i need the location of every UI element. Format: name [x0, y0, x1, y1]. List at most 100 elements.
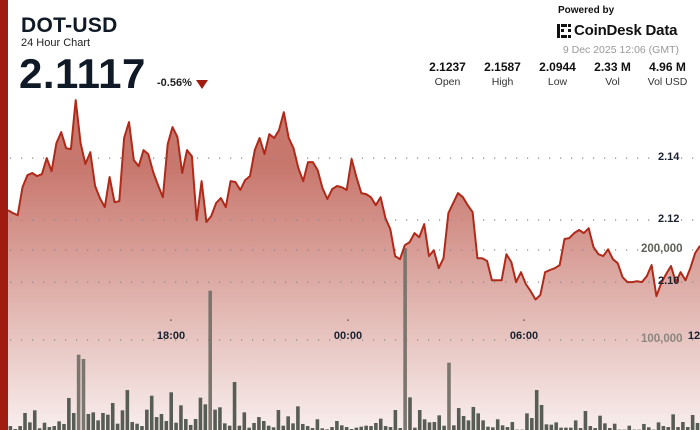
volume-bar — [184, 419, 188, 430]
stat-label: Vol USD — [647, 76, 688, 88]
stat-label: Low — [547, 76, 568, 88]
stat-open: 2.1237 Open — [420, 60, 475, 88]
down-arrow-icon — [196, 80, 208, 89]
volume-tick-label: 100,000 — [641, 333, 683, 345]
stat-value: 2.1237 — [429, 60, 466, 74]
stat-vol: 2.33 M Vol — [585, 60, 640, 88]
volume-bar — [208, 290, 212, 430]
volume-bar — [452, 425, 456, 430]
volume-bar — [320, 428, 325, 430]
volume-bar — [62, 423, 66, 430]
stat-label: High — [491, 76, 514, 88]
volume-bar — [456, 408, 461, 430]
coindesk-logo: CoinDesk Data — [557, 22, 677, 39]
volume-bar — [106, 414, 110, 430]
volume-bar — [130, 421, 135, 430]
volume-bar — [588, 426, 593, 430]
volume-bar — [525, 413, 529, 430]
stat-label: Vol — [605, 76, 620, 88]
volume-bar — [300, 423, 305, 430]
volume-bar — [481, 420, 485, 430]
volume-bar — [608, 428, 612, 430]
volume-bar — [447, 362, 451, 430]
volume-bar — [174, 422, 178, 430]
volume-bar — [81, 358, 86, 430]
stat-value: 2.0944 — [539, 60, 576, 74]
volume-bar — [666, 427, 671, 430]
volume-bar — [661, 426, 666, 430]
volume-bar — [164, 421, 169, 430]
volume-bar — [393, 410, 398, 430]
volume-bar — [442, 425, 446, 430]
volume-bar — [500, 425, 505, 430]
volume-bar — [422, 419, 427, 430]
stat-low: 2.0944 Low — [530, 60, 585, 88]
volume-bar — [135, 423, 139, 430]
stats-row: 2.1237 Open 2.1587 High 2.0944 Low 2.33 M Vo… — [420, 60, 695, 88]
volume-bar — [627, 425, 632, 430]
volume-bar — [486, 426, 490, 430]
volume-bar — [344, 427, 349, 430]
volume-bar — [110, 403, 115, 430]
volume-bar — [544, 424, 549, 430]
volume-bar — [296, 406, 300, 430]
volume-bar — [96, 420, 100, 430]
price-line — [7, 99, 700, 301]
volume-bar — [364, 425, 368, 430]
volume-bar — [534, 390, 539, 430]
volume-bar — [57, 421, 61, 430]
volume-bar — [569, 427, 573, 430]
volume-bar — [257, 417, 261, 430]
volume-bar — [18, 426, 22, 430]
volume-bar — [695, 422, 700, 430]
price-tick-label: 2.12 — [658, 213, 680, 225]
volume-bar — [23, 412, 27, 430]
volume-bar — [32, 410, 37, 430]
volume-bar — [252, 422, 256, 430]
volume-bar — [378, 418, 383, 430]
volume-bar — [179, 405, 183, 430]
volume-bar — [681, 421, 685, 430]
coindesk-logo-icon — [557, 23, 571, 38]
time-tick-mark — [523, 319, 525, 321]
volume-bar — [603, 423, 607, 430]
volume-bar — [42, 422, 47, 430]
price-tick-label: 2.10 — [658, 275, 680, 287]
volume-bar — [583, 411, 588, 430]
volume-bar — [76, 354, 81, 430]
volume-bar — [223, 423, 227, 430]
volume-bar — [598, 415, 602, 430]
volume-bar — [169, 392, 173, 430]
volume-bar — [159, 413, 164, 430]
volume-bar — [505, 427, 510, 430]
volume-bar — [374, 422, 378, 430]
volume-bar — [335, 421, 339, 430]
price-change: -0.56% — [157, 77, 192, 89]
volume-bar — [37, 428, 42, 430]
volume-bar — [154, 417, 159, 430]
volume-bar — [193, 419, 198, 430]
volume-bar — [676, 427, 680, 430]
volume-bar — [471, 406, 476, 430]
accent-bar — [0, 0, 8, 430]
volume-bar — [198, 397, 203, 430]
volume-bar — [383, 426, 388, 430]
powered-by-label: Powered by — [558, 5, 615, 16]
price-area — [8, 100, 700, 430]
volume-bar — [612, 423, 617, 430]
stat-label: Open — [434, 76, 461, 88]
volume-bar — [403, 248, 407, 430]
volume-bar — [271, 427, 276, 430]
volume-bar — [237, 425, 242, 430]
volume-bar — [305, 426, 310, 430]
volume-bar — [369, 426, 373, 430]
volume-bar — [646, 427, 651, 430]
volume-bar — [203, 404, 208, 430]
volume-bar — [491, 427, 495, 430]
volume-bar — [354, 427, 359, 430]
volume-bar — [510, 421, 515, 430]
volume-bar — [398, 428, 403, 430]
volume-bar — [115, 423, 120, 430]
volume-bar — [573, 420, 578, 430]
